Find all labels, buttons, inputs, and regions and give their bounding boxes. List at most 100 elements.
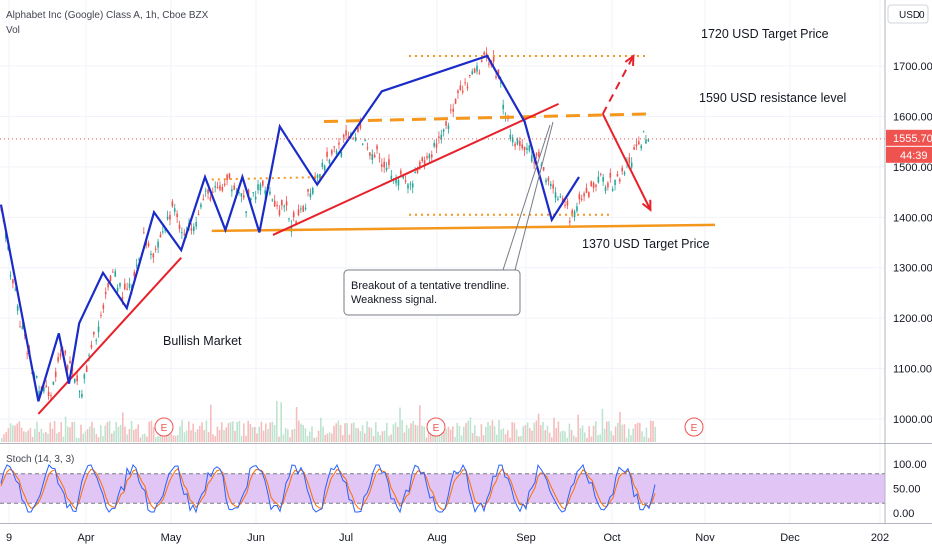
volume-bar <box>56 433 58 442</box>
volume-bar <box>38 431 40 442</box>
volume-bar <box>390 434 392 442</box>
volume-bar <box>27 430 29 442</box>
volume-bar <box>469 417 472 442</box>
volume-bar <box>150 420 153 442</box>
candle-body <box>309 193 312 198</box>
candle-body <box>597 176 600 183</box>
candle-body <box>369 152 371 156</box>
volume-bar <box>108 420 111 442</box>
volume-bar <box>203 430 205 442</box>
volume-bar <box>456 422 458 442</box>
candle-body <box>162 231 164 233</box>
candle-body <box>376 145 378 150</box>
volume-bar <box>313 437 315 442</box>
volume-bar <box>621 424 623 442</box>
volume-bar <box>236 421 238 442</box>
volume-bar <box>3 434 5 442</box>
y-tick-label: 1300.00 <box>893 263 932 275</box>
volume-bar <box>194 431 197 442</box>
volume-bar <box>425 437 428 442</box>
candle-body <box>488 63 490 65</box>
candle-body <box>569 220 571 223</box>
candle-body <box>292 212 295 218</box>
volume-bar <box>144 433 146 442</box>
volume-bar <box>47 433 49 442</box>
candle-body <box>400 170 402 175</box>
volume-bar <box>465 423 467 442</box>
volume-bar <box>122 412 124 442</box>
candle-body <box>43 387 45 392</box>
volume-bar <box>141 434 144 442</box>
volume-bar <box>493 426 496 442</box>
volume-bar <box>449 429 452 442</box>
volume-bar <box>89 426 91 442</box>
candle-body <box>107 282 109 288</box>
volume-bar <box>614 426 617 442</box>
volume-bar <box>225 427 227 442</box>
candle-body <box>9 275 12 277</box>
candle-body <box>500 82 502 84</box>
volume-bar <box>383 430 386 442</box>
candle-body <box>442 129 445 132</box>
volume-bar <box>234 430 236 442</box>
volume-bar <box>386 422 388 442</box>
volume-bar <box>238 420 241 442</box>
volume-bar <box>348 434 351 442</box>
volume-bar <box>311 426 313 442</box>
volume-bar <box>394 422 397 442</box>
price-tag-bg <box>886 129 932 146</box>
candle-body <box>604 187 607 191</box>
pattern-zigzag <box>0 54 580 402</box>
volume-bar <box>265 423 267 442</box>
currency-label: USD <box>899 10 920 21</box>
volume-bar <box>474 425 476 442</box>
candle-body <box>262 180 264 186</box>
candle-body <box>59 353 62 357</box>
volume-bar <box>315 437 318 442</box>
volume-label: Vol <box>6 25 20 36</box>
candle-body <box>302 206 305 212</box>
currency-button <box>887 4 929 24</box>
volume-bar <box>326 433 329 442</box>
candle-body <box>283 206 286 208</box>
y-tick-label: 1600.00 <box>893 111 932 123</box>
candle-body <box>45 385 48 388</box>
candle-body <box>590 181 593 187</box>
candle-body <box>240 193 243 197</box>
volume-bar <box>249 424 252 442</box>
candle-body <box>450 109 452 111</box>
volume-bar <box>353 422 355 442</box>
bullish-label: Bullish Market <box>163 334 242 348</box>
volume-bar <box>639 422 641 442</box>
candle-body <box>300 208 302 210</box>
candle-body <box>233 185 236 190</box>
candle-body <box>342 134 345 138</box>
volume-bar <box>293 428 296 442</box>
candle-body <box>580 198 583 200</box>
volume-bar <box>84 431 87 442</box>
volume-bar <box>179 426 181 442</box>
volume-bar <box>632 428 634 442</box>
volume-bar <box>471 433 474 442</box>
volume-bar <box>447 426 450 442</box>
candle-body <box>152 253 155 258</box>
y-tick-label: 1000.00 <box>893 414 932 426</box>
candle-body <box>112 271 114 273</box>
earnings-marker-label: E <box>691 423 698 434</box>
candle-body <box>445 121 447 126</box>
candle-body <box>492 55 495 62</box>
volume-bar <box>75 437 78 442</box>
candle-body <box>357 127 359 132</box>
stoch-tick-label: 100.00 <box>893 459 927 471</box>
candle-body <box>464 82 466 84</box>
candle-body <box>623 172 626 175</box>
volume-bar <box>168 430 170 442</box>
price-axis-bg <box>885 0 932 550</box>
candle-body <box>519 141 521 146</box>
volume-bar <box>113 430 115 442</box>
candle-body <box>509 134 512 140</box>
volume-bar <box>192 423 194 442</box>
volume-bar <box>568 423 571 442</box>
